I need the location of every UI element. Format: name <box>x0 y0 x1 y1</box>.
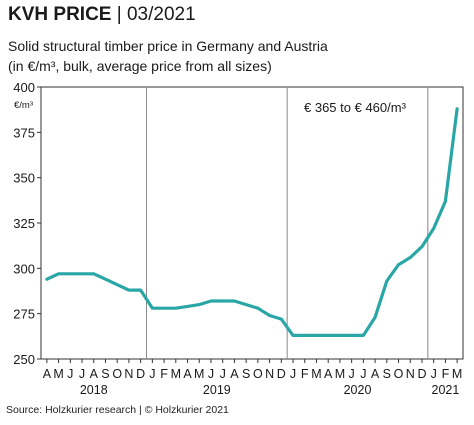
data-point <box>93 273 95 275</box>
x-tick-label: J <box>360 367 366 381</box>
x-tick-label: J <box>220 367 226 381</box>
x-tick-label: J <box>290 367 296 381</box>
data-point <box>327 334 330 337</box>
x-tick-label: F <box>301 367 309 381</box>
data-point <box>421 245 423 248</box>
x-tick-label: J <box>208 367 214 381</box>
year-label: 2021 <box>432 383 460 397</box>
x-tick-label: J <box>349 367 355 381</box>
data-point <box>210 300 212 302</box>
x-tick-label: J <box>431 367 437 381</box>
data-point <box>362 334 365 337</box>
y-tick-label: 275 <box>13 307 35 322</box>
data-point <box>280 318 283 320</box>
data-point <box>268 314 271 317</box>
x-tick-label: N <box>124 367 133 381</box>
x-tick-label: J <box>79 367 85 381</box>
title-separator: | <box>111 4 127 25</box>
x-tick-label: A <box>230 367 239 381</box>
x-tick-label: A <box>90 367 99 381</box>
data-point <box>397 263 400 266</box>
data-point <box>69 273 72 275</box>
x-tick-label: M <box>452 367 462 381</box>
x-tick-label: M <box>53 367 63 381</box>
x-tick-label: O <box>253 367 263 381</box>
data-point <box>350 334 353 337</box>
data-point <box>186 305 189 308</box>
data-point <box>116 283 118 286</box>
x-tick-label: M <box>171 367 181 381</box>
x-tick-label: A <box>183 367 192 381</box>
x-tick-label: S <box>242 367 250 381</box>
chart-subtitle-line2: (in €/m³, bulk, average price from all s… <box>8 58 272 74</box>
data-point <box>386 280 388 282</box>
data-point <box>57 273 60 275</box>
chart-title: KVH PRICE | 03/2021 <box>8 4 196 26</box>
x-tick-label: A <box>324 367 333 381</box>
x-tick-label: N <box>406 367 415 381</box>
y-tick-label: 400 <box>13 80 35 95</box>
data-point <box>175 307 177 310</box>
year-label: 2019 <box>203 383 231 397</box>
x-tick-label: O <box>394 367 404 381</box>
series-line <box>45 107 459 337</box>
data-point <box>221 300 224 302</box>
plot-frame <box>40 86 464 360</box>
data-point <box>163 307 165 310</box>
x-tick-label: D <box>277 367 286 381</box>
y-tick-label: 325 <box>13 216 35 231</box>
y-tick-label: 300 <box>13 261 35 276</box>
data-point <box>151 307 154 310</box>
data-point <box>304 334 306 337</box>
data-point <box>456 108 458 110</box>
x-tick-label: S <box>383 367 391 381</box>
data-point <box>128 289 130 291</box>
x-tick-label: M <box>311 367 321 381</box>
title-main: KVH PRICE <box>8 4 112 25</box>
data-point <box>292 334 294 337</box>
data-point <box>257 307 259 310</box>
x-tick-label: O <box>112 367 122 381</box>
x-tick-label: M <box>194 367 204 381</box>
price-range-annotation: € 365 to € 460/m³ <box>304 100 407 115</box>
x-tick-label: J <box>67 367 73 381</box>
data-point <box>104 278 107 281</box>
x-tick-label: A <box>371 367 380 381</box>
x-tick-label: M <box>335 367 345 381</box>
data-point <box>339 334 341 337</box>
data-point <box>432 227 435 230</box>
data-point <box>409 256 412 259</box>
x-tick-label: D <box>417 367 426 381</box>
x-tick-label: J <box>149 367 155 381</box>
x-tick-label: S <box>101 367 109 381</box>
source-note: Source: Holzkurier research | © Holzkuri… <box>6 404 229 416</box>
data-point <box>315 334 318 337</box>
year-label: 2018 <box>80 383 108 397</box>
data-point <box>198 303 201 306</box>
data-point <box>233 300 236 302</box>
title-date: 03/2021 <box>126 4 196 25</box>
data-point <box>46 278 48 281</box>
data-point <box>139 289 142 291</box>
x-tick-label: A <box>43 367 52 381</box>
y-axis-label: €/m³ <box>14 100 33 111</box>
data-point <box>444 200 447 202</box>
y-tick-label: 350 <box>13 171 35 186</box>
x-tick-label: D <box>136 367 145 381</box>
x-tick-label: F <box>160 367 168 381</box>
x-tick-label: F <box>442 367 450 381</box>
y-tick-label: 250 <box>13 352 35 367</box>
data-point <box>81 273 83 275</box>
year-label: 2020 <box>344 383 372 397</box>
x-tick-label: N <box>265 367 274 381</box>
y-tick-label: 375 <box>13 125 35 140</box>
data-point <box>374 316 376 319</box>
data-point <box>245 303 247 306</box>
chart-subtitle-line1: Solid structural timber price in Germany… <box>8 38 328 54</box>
